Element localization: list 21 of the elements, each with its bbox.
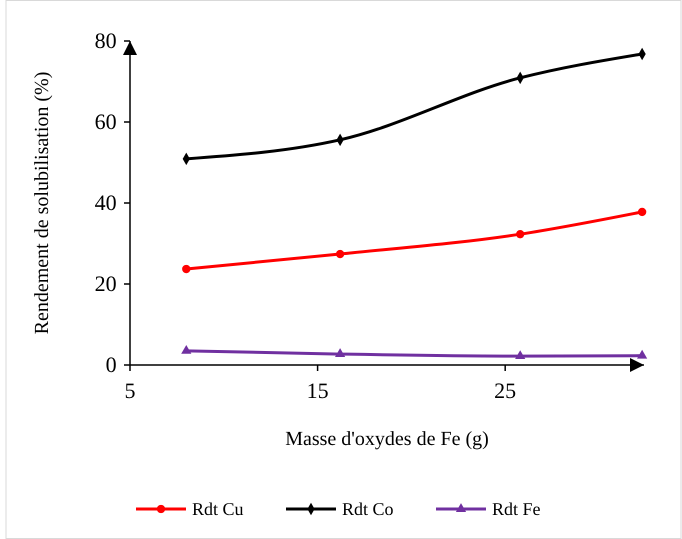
x-tick-label: 5: [124, 378, 136, 404]
legend-label: Rdt Cu: [192, 499, 244, 519]
y-axis-title: Rendement de solubilisation (%): [31, 72, 53, 334]
point: [182, 264, 190, 274]
point: [336, 250, 344, 258]
x-tick-label: 25: [494, 378, 516, 404]
point: [515, 350, 526, 360]
legend-label: Rdt Fe: [492, 499, 541, 519]
point: [516, 230, 524, 238]
y-tick-label: 80: [94, 28, 117, 54]
y-tick-label: 60: [94, 109, 117, 134]
point: [637, 350, 648, 359]
legend-label: Rdt Co: [342, 499, 394, 519]
y-tick-label: 20: [94, 271, 117, 296]
y-tick-label: 0: [106, 352, 117, 378]
x-axis-title: Masse d'oxydes de Fe (g): [285, 428, 489, 450]
y-tick-label: 40: [94, 190, 117, 216]
point: [638, 208, 646, 216]
x-tick-label: 15: [306, 378, 329, 404]
point: [181, 344, 192, 354]
point: [335, 348, 346, 358]
